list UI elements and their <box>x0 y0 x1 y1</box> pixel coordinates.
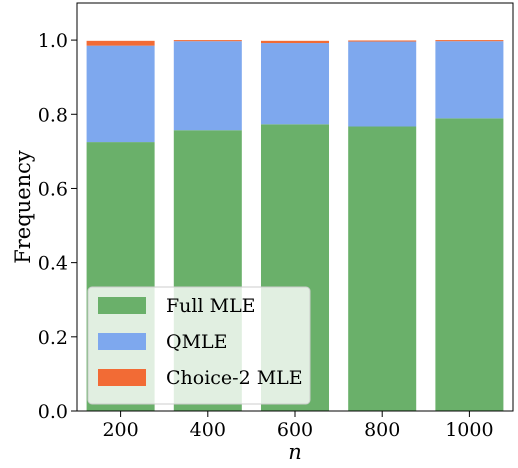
y-axis-label: Frequency <box>11 150 35 264</box>
bar-choice-2-mle-800 <box>348 40 417 42</box>
bar-qmle-600 <box>260 43 330 125</box>
x-tick-label: 400 <box>190 419 226 441</box>
bar-qmle-200 <box>86 45 155 143</box>
bar-choice-2-mle-400 <box>173 40 242 42</box>
y-tick-label: 0.2 <box>38 327 68 349</box>
y-tick-label: 0.4 <box>38 253 68 275</box>
bar-full-mle-800 <box>348 126 417 411</box>
legend-label: Full MLE <box>166 295 256 317</box>
bar-qmle-400 <box>173 41 242 131</box>
legend-swatch <box>98 369 146 386</box>
bar-full-mle-1000 <box>435 118 504 411</box>
bar-choice-2-mle-200 <box>86 40 155 46</box>
bar-choice-2-mle-600 <box>260 40 330 44</box>
x-axis-label: n <box>288 440 302 464</box>
x-tick-label: 600 <box>277 419 313 441</box>
x-axis: 200 400 600 800 1000 <box>102 411 494 441</box>
y-tick-label: 0.0 <box>38 401 68 423</box>
y-tick-label: 1.0 <box>38 30 68 52</box>
legend-swatch <box>98 333 146 350</box>
x-tick-label: 200 <box>102 419 138 441</box>
legend-label: Choice-2 MLE <box>166 367 303 389</box>
y-tick-label: 0.6 <box>38 178 68 200</box>
bar-qmle-800 <box>348 41 417 127</box>
bar-qmle-1000 <box>435 41 504 119</box>
legend: Full MLE QMLE Choice-2 MLE <box>87 286 311 405</box>
bar-choice-2-mle-1000 <box>435 40 504 42</box>
legend-swatch <box>98 297 146 314</box>
legend-label: QMLE <box>166 331 228 353</box>
x-tick-label: 800 <box>364 419 400 441</box>
y-axis: 0.0 0.2 0.4 0.6 0.8 1.0 <box>38 30 77 423</box>
x-tick-label: 1000 <box>445 419 493 441</box>
y-tick-label: 0.8 <box>38 104 68 126</box>
